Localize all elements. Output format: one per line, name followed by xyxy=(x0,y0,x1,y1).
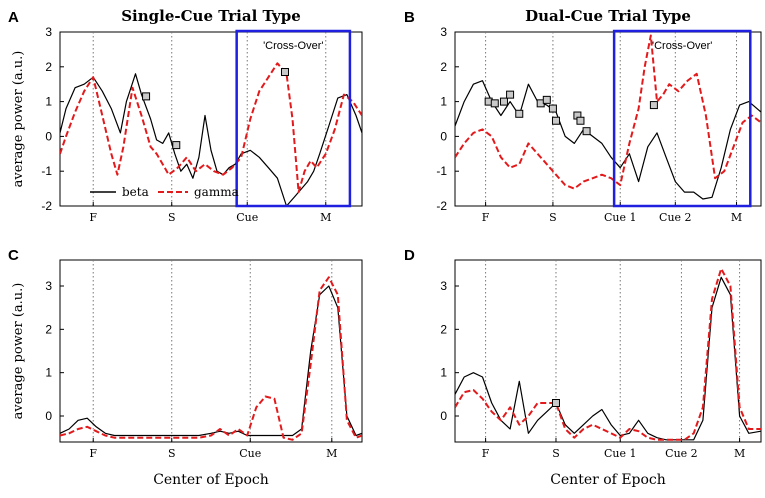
panel-c: C F S Cue M 0 1 2 3 average power (a.u.) Center of… xyxy=(8,247,363,488)
crossover-label: 'Cross-Over' xyxy=(263,40,323,52)
series-line-gamma xyxy=(60,276,362,441)
x-tick-label: S xyxy=(549,211,557,224)
x-tick-label: Cue 1 xyxy=(604,447,637,460)
x-tick-label: M xyxy=(326,447,337,460)
panel-title: Single-Cue Trial Type xyxy=(121,7,301,25)
series-line-beta xyxy=(60,73,362,206)
data-marker-square xyxy=(499,97,508,106)
x-tick-label: F xyxy=(89,447,97,460)
x-axis-label: Center of Epoch xyxy=(153,472,269,488)
plot-frame xyxy=(59,31,363,207)
panel-letter: C xyxy=(8,247,19,264)
x-tick-label: S xyxy=(168,211,176,224)
panel-b: B Dual-Cue Trial Type F S Cue 1 Cue 2 M -2 -1 0 1 2… xyxy=(404,7,762,224)
series-line-beta xyxy=(455,276,761,441)
crossover-box xyxy=(612,29,752,208)
panel-letter: B xyxy=(404,9,415,26)
data-marker-square xyxy=(542,95,551,104)
data-marker-square xyxy=(551,116,560,125)
data-marker-square xyxy=(172,141,181,150)
y-tick-label: 3 xyxy=(45,279,52,293)
data-marker-square xyxy=(576,116,585,125)
panel-title: Dual-Cue Trial Type xyxy=(525,7,691,25)
y-axis-label: average power (a.u.) xyxy=(11,51,26,188)
legend-label-gamma: gamma xyxy=(194,185,239,199)
x-tick-label: M xyxy=(731,211,742,224)
legend: beta gamma xyxy=(90,185,239,199)
x-tick-label: S xyxy=(168,447,176,460)
series-group xyxy=(455,267,761,441)
data-marker-square xyxy=(280,68,289,77)
panel-d: D F S Cue 1 Cue 2 M 0 1 2 3 Center of Epoch xyxy=(404,247,762,488)
crossover-box xyxy=(235,29,352,208)
data-marker-square xyxy=(490,99,499,108)
y-tick-label: 1 xyxy=(45,95,52,109)
series-line-beta xyxy=(455,80,761,200)
plot-frame xyxy=(454,259,762,443)
x-tick-label: M xyxy=(734,447,745,460)
y-tick-label: 0 xyxy=(440,409,447,423)
y-tick-label: 0 xyxy=(440,129,447,143)
x-axis-label: Center of Epoch xyxy=(550,472,666,488)
series-group xyxy=(60,276,362,441)
y-axis-label: average power (a.u.) xyxy=(11,283,26,420)
x-tick-label: M xyxy=(320,211,331,224)
series-line-gamma xyxy=(60,62,362,194)
crossover-label: 'Cross-Over' xyxy=(652,40,712,52)
plot-frame xyxy=(59,259,363,443)
series-line-gamma xyxy=(455,267,761,441)
panel-letter: D xyxy=(404,247,415,264)
y-tick-label: 2 xyxy=(440,60,447,74)
plot-frame xyxy=(454,31,762,207)
series-group xyxy=(455,34,761,200)
data-marker-square xyxy=(142,92,151,101)
y-tick-label: 3 xyxy=(45,25,52,39)
data-marker-square xyxy=(548,104,557,113)
x-tick-label: Cue 2 xyxy=(665,447,698,460)
y-tick-label: -1 xyxy=(41,164,52,178)
y-tick-label: 2 xyxy=(45,60,52,74)
y-tick-label: -2 xyxy=(436,199,447,213)
y-tick-label: 3 xyxy=(440,279,447,293)
series-line-gamma xyxy=(455,34,761,190)
data-marker-square xyxy=(506,90,515,99)
x-tick-label: F xyxy=(482,211,490,224)
x-tick-label: Cue xyxy=(239,447,261,460)
legend-label-beta: beta xyxy=(122,185,149,199)
x-tick-label: S xyxy=(552,447,560,460)
x-tick-label: Cue 1 xyxy=(604,211,637,224)
x-tick-label: F xyxy=(482,447,490,460)
y-tick-label: 0 xyxy=(45,409,52,423)
series-group xyxy=(60,62,362,206)
data-marker-square xyxy=(515,109,524,118)
x-tick-label: F xyxy=(89,211,97,224)
data-marker-square xyxy=(582,127,591,136)
data-marker-square xyxy=(649,101,658,110)
y-tick-label: 2 xyxy=(45,322,52,336)
y-tick-label: 1 xyxy=(440,95,447,109)
y-tick-label: -2 xyxy=(41,199,52,213)
y-tick-label: 0 xyxy=(45,129,52,143)
y-tick-label: -1 xyxy=(436,164,447,178)
x-tick-label: Cue xyxy=(236,211,258,224)
y-tick-label: 3 xyxy=(440,25,447,39)
y-tick-label: 1 xyxy=(440,366,447,380)
y-tick-label: 1 xyxy=(45,366,52,380)
panel-letter: A xyxy=(8,9,19,26)
panel-a: A Single-Cue Trial Type F S Cue M -2 -1 0 1 2 3 aver… xyxy=(8,7,363,224)
data-marker-square xyxy=(551,399,560,407)
y-tick-label: 2 xyxy=(440,322,447,336)
series-line-beta xyxy=(60,285,362,437)
x-tick-label: Cue 2 xyxy=(659,211,692,224)
